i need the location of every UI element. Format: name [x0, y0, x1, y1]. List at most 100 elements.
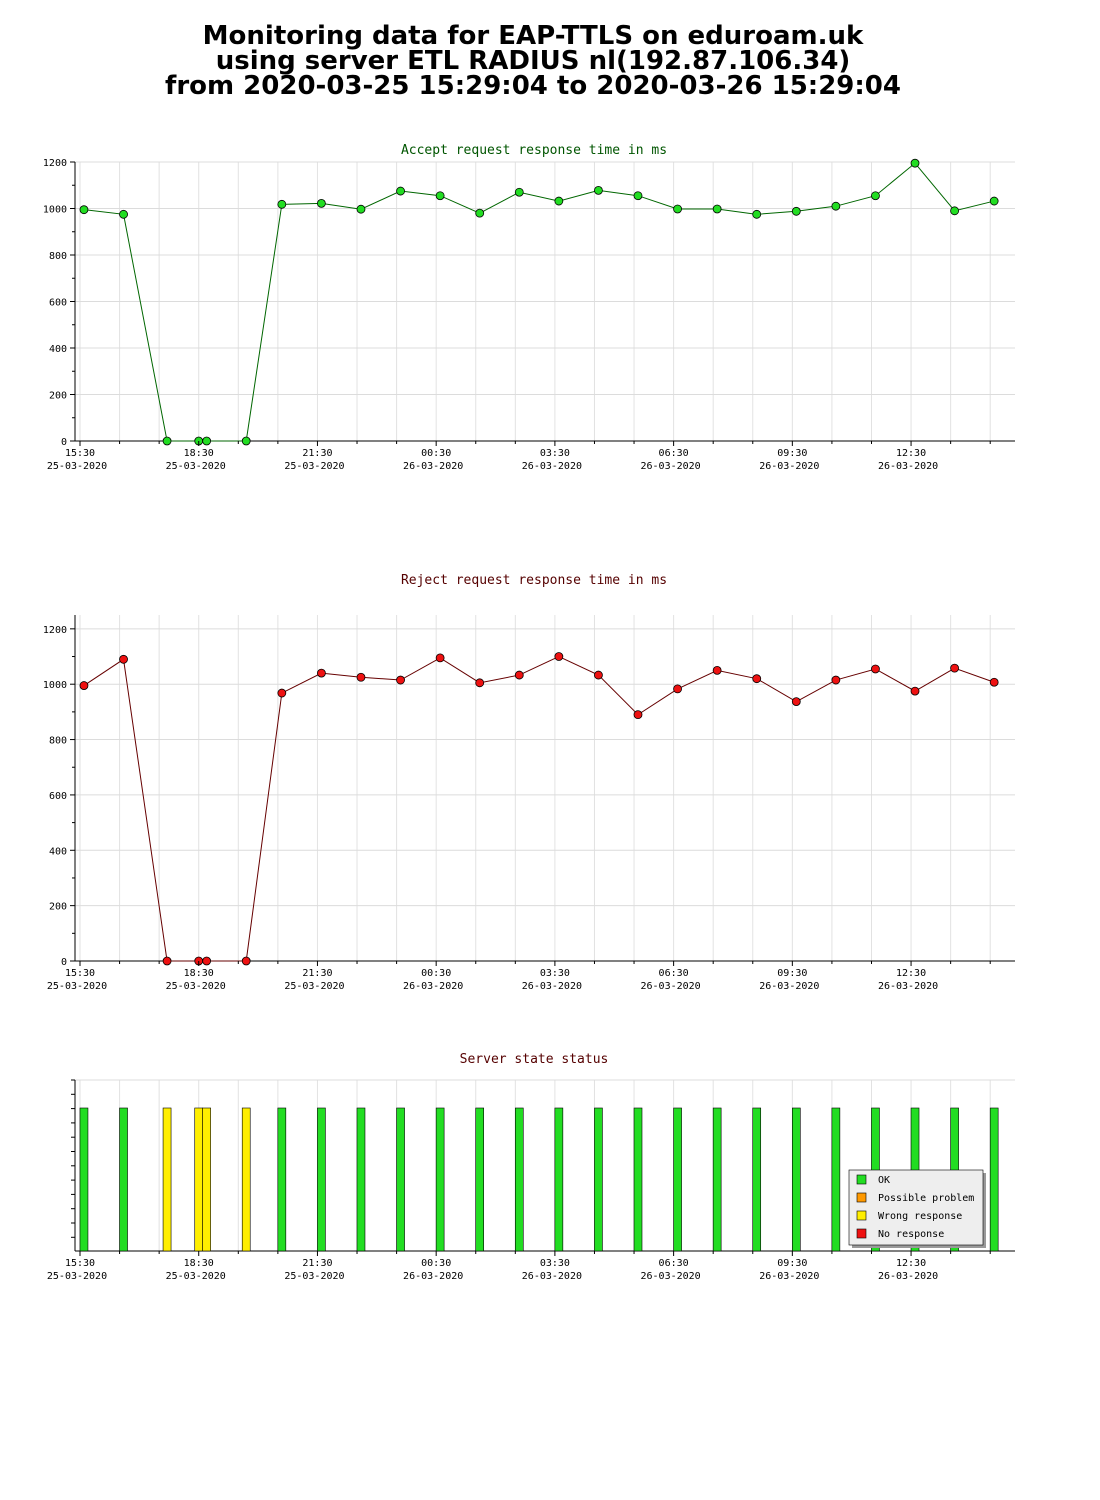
x-tick-date-label: 25-03-2020: [284, 981, 344, 992]
status-bar: [791, 1107, 801, 1252]
data-point: [554, 652, 564, 661]
x-tick-time-label: 06:30: [659, 1258, 689, 1269]
status-bar: [633, 1107, 643, 1252]
status-bar: [79, 1107, 89, 1252]
data-point: [475, 678, 485, 688]
data-point: [396, 675, 405, 685]
legend-swatch-wrong-response: [856, 1210, 867, 1221]
x-tick-date-label: 25-03-2020: [166, 461, 226, 472]
status-bar: [277, 1107, 287, 1252]
data-point: [202, 956, 212, 966]
legend-label-possible-problem: Possible problem: [878, 1193, 974, 1204]
x-tick-date-label: 25-03-2020: [47, 981, 107, 992]
y-tick-label: 800: [49, 736, 67, 747]
data-point: [514, 670, 524, 680]
x-tick-time-label: 00:30: [421, 968, 451, 979]
data-point: [712, 665, 722, 675]
x-tick-date-label: 26-03-2020: [403, 981, 463, 992]
status-bar: [989, 1107, 999, 1252]
y-tick-label: 1200: [43, 158, 67, 169]
status-bar: [119, 1107, 128, 1252]
series-line: [83, 655, 995, 962]
title-line-1: Monitoring data for EAP-TTLS on eduroam.…: [202, 21, 864, 51]
data-point: [871, 191, 880, 201]
data-point: [317, 668, 326, 678]
x-tick-time-label: 21:30: [302, 1258, 332, 1269]
data-point: [910, 158, 920, 168]
status-bar: [475, 1107, 485, 1252]
status-bar: [514, 1107, 524, 1252]
x-tick-time-label: 12:30: [896, 1258, 926, 1269]
data-point: [162, 436, 172, 446]
status-bar: [712, 1107, 722, 1252]
status-bar: [673, 1107, 682, 1252]
data-point: [633, 710, 643, 720]
status-bar: [554, 1107, 564, 1252]
x-tick-time-label: 06:30: [659, 968, 689, 979]
series-line: [83, 162, 995, 442]
x-tick-time-label: 00:30: [421, 448, 451, 459]
data-point: [79, 205, 89, 215]
data-point: [752, 209, 762, 219]
x-tick-time-label: 15:30: [65, 968, 95, 979]
x-tick-date-label: 25-03-2020: [166, 981, 226, 992]
x-tick-date-label: 25-03-2020: [284, 1271, 344, 1282]
data-point: [277, 688, 287, 698]
data-point: [831, 675, 841, 685]
data-point: [712, 204, 722, 214]
data-point: [871, 664, 880, 674]
data-point: [277, 199, 287, 209]
title-line-2: using server ETL RADIUS nl(192.87.106.34…: [215, 46, 851, 76]
legend-swatch-possible-problem: [856, 1192, 867, 1203]
data-point: [594, 185, 603, 195]
status-chart-title: Server state status: [460, 1052, 609, 1067]
status-bar: [202, 1107, 211, 1252]
x-tick-date-label: 26-03-2020: [641, 1271, 701, 1282]
data-point: [950, 663, 959, 673]
accept-chart-title: Accept request response time in ms: [401, 143, 667, 158]
legend-label-wrong-response: Wrong response: [878, 1211, 962, 1222]
data-point: [989, 196, 999, 206]
data-point: [475, 208, 485, 218]
x-tick-time-label: 00:30: [421, 1258, 451, 1269]
status-bar: [317, 1107, 326, 1252]
data-point: [202, 436, 212, 446]
status-bar: [752, 1107, 762, 1252]
data-point: [435, 191, 445, 201]
status-bar: [162, 1107, 172, 1252]
status-bar: [831, 1107, 841, 1252]
legend-box: [848, 1169, 984, 1246]
data-point: [594, 670, 603, 680]
legend-label-ok: OK: [878, 1175, 890, 1186]
y-tick-label: 1200: [43, 625, 67, 636]
y-tick-label: 600: [49, 791, 67, 802]
x-tick-date-label: 26-03-2020: [878, 1271, 938, 1282]
status-bar: [241, 1107, 251, 1252]
data-point: [989, 677, 999, 687]
y-tick-label: 0: [61, 957, 67, 968]
x-tick-time-label: 21:30: [302, 448, 332, 459]
y-tick-label: 1000: [43, 205, 67, 216]
x-tick-time-label: 03:30: [540, 968, 570, 979]
y-tick-label: 600: [49, 298, 67, 309]
title-line-3: from 2020-03-25 15:29:04 to 2020-03-26 1…: [165, 71, 901, 101]
data-point: [317, 198, 326, 208]
reject-response-chart: 0 200 400 600 800 1000 1200 15:30 25-03-2020 18:3…: [43, 615, 1015, 992]
status-bar: [435, 1107, 445, 1252]
data-point: [356, 204, 366, 214]
status-bar: [356, 1107, 366, 1252]
x-tick-date-label: 26-03-2020: [403, 1271, 463, 1282]
x-tick-time-label: 03:30: [540, 1258, 570, 1269]
x-tick-time-label: 03:30: [540, 448, 570, 459]
y-tick-label: 800: [49, 251, 67, 262]
data-point: [119, 209, 128, 219]
data-point: [162, 956, 172, 966]
x-tick-date-label: 26-03-2020: [522, 461, 582, 472]
legend-label-no-response: No response: [878, 1229, 944, 1240]
y-tick-label: 0: [61, 437, 67, 448]
data-point: [356, 672, 366, 682]
y-tick-label: 200: [49, 391, 67, 402]
x-tick-date-label: 25-03-2020: [47, 461, 107, 472]
x-tick-time-label: 12:30: [896, 968, 926, 979]
server-state-chart: 15:30 25-03-2020 18:30 25-03-2020 21:30 25-03…: [47, 1079, 1015, 1282]
